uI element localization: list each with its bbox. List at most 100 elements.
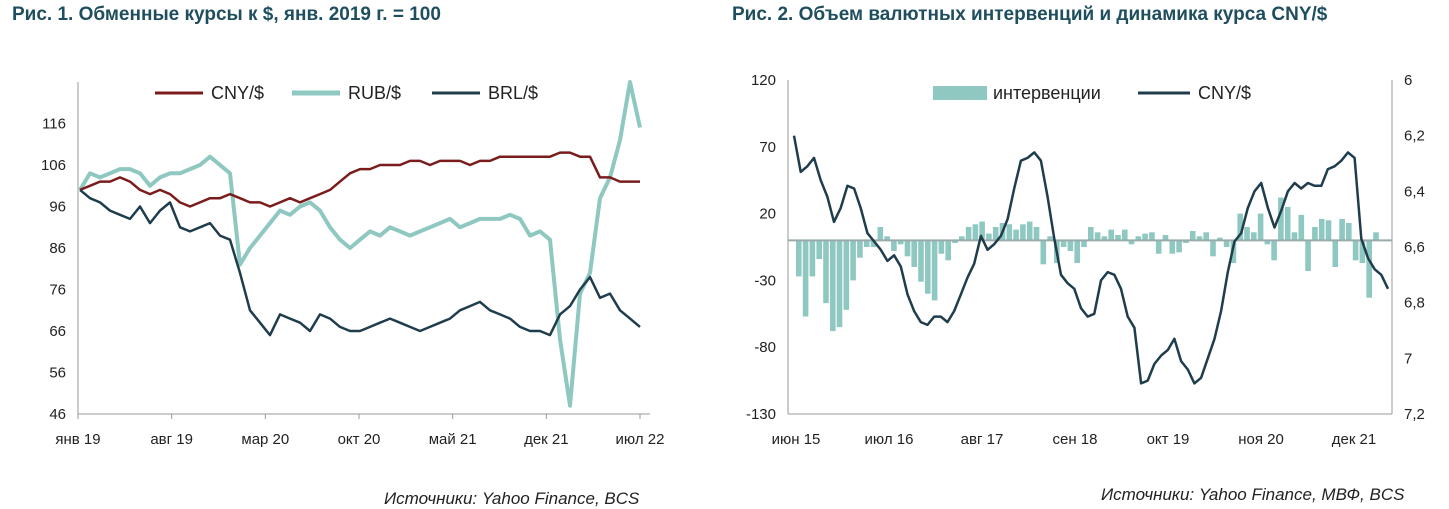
bar [1346,223,1352,241]
chart2-plot: -130 -80 -30 20 70 120 6 6,2 6,4 6,6 6,8 7 7,2 июн 15… [746,72,1425,448]
bar [1359,240,1366,263]
bar [1047,236,1053,241]
x-tick-label: дек 21 [1332,431,1377,448]
series-line-BRL/$ [79,188,641,337]
y-tick-label: 66 [49,323,66,340]
y-right-tick-label: 6,6 [1404,239,1425,256]
bar [1223,240,1230,247]
bar [1169,240,1176,254]
bar [918,240,924,282]
bar [1162,235,1169,241]
bar [938,240,945,254]
bar [1332,240,1339,267]
bar [1244,227,1250,241]
y-tick-label: 106 [41,157,66,174]
x-tick-label: июн 15 [772,431,821,448]
y-left-tick-label: -130 [746,406,776,423]
bar [1094,232,1101,241]
bar [1312,227,1318,241]
bar [1284,206,1291,241]
legend-label: CNY/$ [1198,83,1251,103]
bar [1217,237,1223,241]
bar [830,240,836,332]
chart2-title: Рис. 2. Объем валютных интервенций и дин… [732,4,1328,25]
legend-swatch-интервенции [933,86,987,100]
bar [1366,240,1372,298]
bar [1183,240,1189,243]
y-left-tick-label: 120 [751,72,776,89]
bar [1081,240,1087,247]
bar [823,240,829,304]
bar [1189,231,1196,241]
x-tick-label: дек 21 [524,431,569,448]
bar [1264,240,1271,245]
bar [836,240,843,328]
bar [1074,240,1080,263]
bar [1318,218,1325,241]
bar [1088,227,1094,241]
bar [931,240,938,301]
bar [945,240,951,261]
x-tick-label: окт 19 [1147,431,1190,448]
bar [1210,240,1216,257]
bar [891,240,897,251]
bar [1298,214,1305,241]
y-tick-label: 116 [42,116,66,133]
x-tick-label: янв 19 [55,431,100,448]
bar [1373,232,1379,241]
bar [992,227,999,241]
y-left-tick-label: -30 [754,272,776,289]
bar [952,240,958,243]
legend-label: интервенции [993,83,1101,103]
bar [965,227,972,241]
x-tick-label: май 21 [429,431,477,448]
bar [1013,229,1019,241]
y-right-tick-label: 6 [1404,72,1412,89]
bar [1176,240,1182,253]
y-left-tick-label: 20 [759,206,776,223]
chart1-title: Рис. 1. Обменные курсы к $, янв. 2019 г.… [12,4,441,25]
y-right-tick-label: 6,2 [1404,128,1425,145]
bar [1122,229,1128,241]
bar [850,240,856,281]
bar [1101,236,1108,241]
bar [1278,197,1284,241]
bar [1128,240,1135,245]
series-line-RUB/$ [78,80,642,408]
bar [1135,236,1142,241]
x-tick-label: сен 18 [1053,431,1098,448]
x-tick-label: авг 19 [150,431,193,448]
bar [1196,236,1203,241]
x-tick-label: июл 16 [865,431,914,448]
bar [816,240,822,259]
bar [1108,229,1114,241]
bar [925,240,931,294]
bar [1271,240,1277,261]
bar [1237,213,1243,241]
bar [1040,240,1047,265]
bar [1251,232,1257,241]
bar [1067,240,1074,251]
y-right-tick-label: 7 [1404,350,1412,367]
x-tick-label: авг 17 [961,431,1004,448]
bar [863,240,870,247]
chart2-source: Источники: Yahoo Finance, МВФ, BCS [1101,485,1405,504]
y-tick-label: 46 [49,406,66,423]
y-right-tick-label: 7,2 [1404,406,1425,423]
bar [897,240,904,245]
bar [979,221,985,241]
bar [1149,232,1155,241]
bar [1325,220,1332,241]
legend-label: RUB/$ [348,83,401,103]
series-line-CNY [792,135,1390,385]
bar [877,227,884,241]
y-tick-label: 86 [49,240,66,257]
bar [972,224,979,241]
bar [796,240,802,277]
bar [809,240,816,277]
x-tick-label: мар 20 [241,431,289,448]
bar [986,233,992,241]
bar [911,240,917,267]
y-right-tick-label: 6,8 [1404,295,1425,312]
bar [1203,232,1209,241]
